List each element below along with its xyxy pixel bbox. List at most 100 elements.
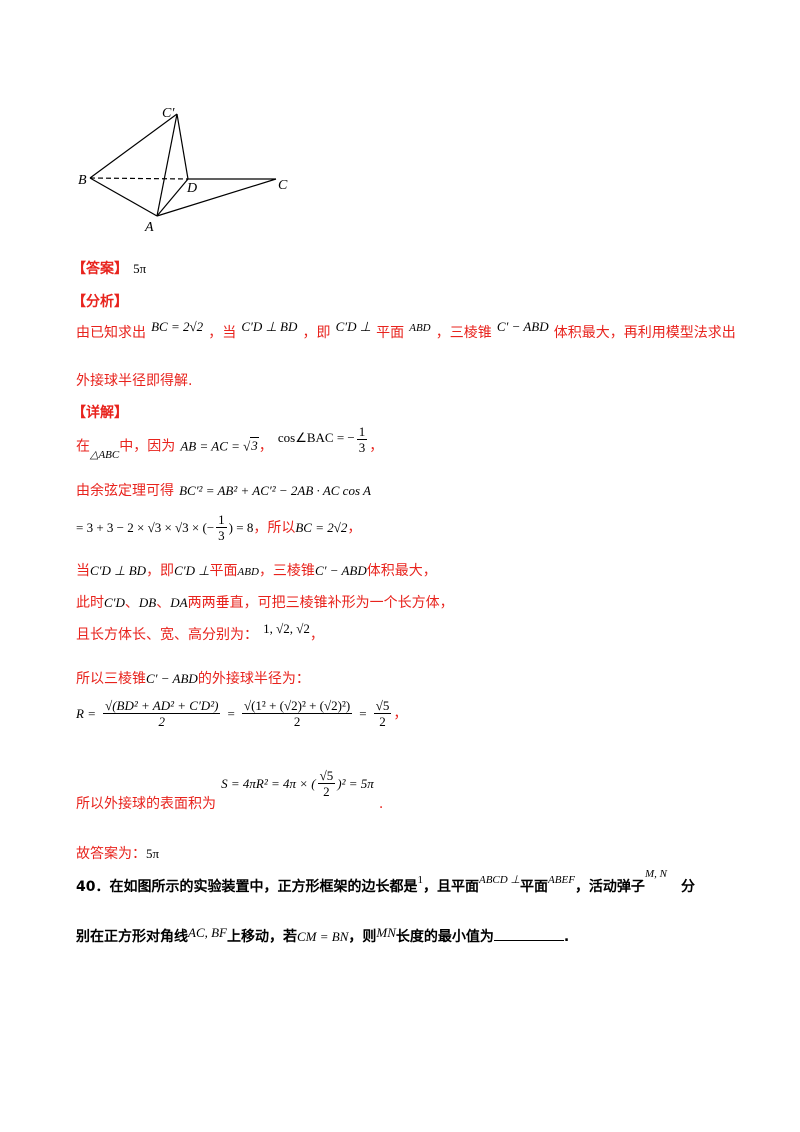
text: 别在正方形对角线	[76, 929, 188, 945]
text: 由已知求出	[76, 325, 146, 341]
text: ，且平面	[422, 879, 479, 895]
formula: R =	[76, 706, 96, 721]
text: 平面	[209, 563, 238, 579]
text: 所以外接球的表面积为	[76, 796, 216, 812]
label-A: A	[144, 220, 154, 235]
formula: =	[359, 706, 367, 721]
formula: ABD	[237, 566, 259, 578]
text: 上移动，若	[227, 929, 297, 945]
formula: cos∠BAC = −1 3	[277, 424, 368, 455]
analysis-tag: 【分析】	[72, 294, 128, 310]
text: 在	[76, 438, 90, 455]
text: 此时	[76, 595, 104, 611]
fraction: √5 2	[317, 768, 336, 799]
question-line-2: 别在正方形对角线AC, BF上移动，若CM = BN，则MN长度的最小值为.	[76, 925, 570, 946]
edge-B-A	[89, 177, 158, 217]
edge-B-Cp	[89, 113, 178, 179]
edge-A-C	[156, 178, 277, 217]
formula: DB	[138, 595, 157, 610]
analysis-line-1: 由已知求出 BC = 2√2 ，当 C′D ⊥ BD ，即 C′D ⊥ 平面 A…	[76, 319, 736, 342]
formula: C′D	[104, 595, 125, 610]
text: ，则	[348, 929, 377, 945]
detail-line-9: 所以外接球的表面积为 S = 4πR² = 4π × (√5 2)² = 5π .	[76, 768, 383, 812]
text: .	[378, 796, 384, 812]
formula: C′D ⊥	[335, 319, 372, 334]
text: ，即	[302, 325, 331, 341]
detail-line-10: 故答案为：5π	[76, 843, 159, 863]
detail-line-3: = 3 + 3 − 2 × √3 × √3 × (− 1 3) = 8，所以BC =…	[76, 512, 361, 543]
text: ，三棱锥	[435, 325, 492, 341]
formula: AB = AC = √3	[180, 437, 259, 454]
answer-line: 【答案】 5π	[72, 258, 146, 278]
text: ，三棱锥	[258, 563, 315, 579]
formula: =	[227, 706, 235, 721]
text: 两两垂直，可把三棱锥补形为一个长方体，	[187, 595, 454, 611]
text: 的外接球半径为：	[197, 671, 310, 687]
formula: ABD	[409, 322, 431, 334]
formula: C′D ⊥	[174, 563, 210, 578]
text: ，当	[208, 325, 237, 341]
text: 在如图所示的实验装置中，正方形框架的边长都是	[109, 879, 418, 895]
text: 体积最大，再利用模型法求出	[553, 325, 736, 341]
formula: CM = BN	[297, 929, 349, 944]
formula: C′D ⊥ BD	[90, 563, 147, 578]
detail-line-2: 由余弦定理可得 BC′² = AB² + AC′² − 2AB · AC cos…	[76, 480, 371, 500]
detail-line-7: 所以三棱锥C′ − ABD的外接球半径为：	[76, 668, 310, 688]
answer-value: 5π	[133, 261, 147, 276]
formula: 1	[417, 874, 423, 886]
text: 中，因为	[119, 438, 176, 455]
detail-line-1: 在△ABC中，因为 AB = AC = √3， cos∠BAC = −1 3，	[76, 424, 384, 463]
formula: 5π	[146, 846, 160, 861]
text: ，即	[146, 563, 175, 579]
edge-Cp-A	[156, 113, 178, 217]
edge-Cp-D	[176, 113, 189, 180]
text: ，	[369, 438, 384, 455]
geometry-figure: C′ B D C A	[78, 106, 288, 235]
text: 分	[680, 879, 695, 895]
detail-line-8: R = √(BD² + AD² + C′D²) 2 = √(1² + (√2)² …	[76, 698, 407, 729]
detail-line-4: 当C′D ⊥ BD，即C′D ⊥平面ABD，三棱锥C′ − ABD体积最大，	[76, 560, 437, 580]
text: ，	[393, 706, 408, 722]
text: 当	[76, 563, 90, 579]
text: ，	[347, 520, 362, 536]
analysis-line-2: 外接球半径即得解.	[76, 373, 193, 389]
formula: S = 4πR² = 4π × (	[221, 776, 316, 791]
formula: = 3 + 3 − 2 × √3 × √3 × (−	[76, 520, 215, 535]
question-number: 40．	[76, 879, 110, 895]
formula: C′ − ABD	[146, 671, 198, 686]
detail-line-5: 此时C′D、DB、DA两两垂直，可把三棱锥补形为一个长方体，	[76, 592, 454, 612]
text: 平面	[520, 879, 549, 895]
text: ，所以	[253, 520, 296, 536]
text: ，	[309, 627, 324, 643]
text: .	[563, 929, 570, 945]
label-Cp: C′	[162, 106, 175, 121]
text: 平面	[376, 325, 405, 341]
formula: △ABC	[90, 449, 120, 462]
text: 长度的最小值为	[395, 929, 494, 945]
formula: ABCD ⊥	[478, 874, 521, 886]
formula: C′ − ABD	[496, 319, 549, 334]
text: ，	[258, 438, 273, 455]
label-B: B	[78, 173, 87, 188]
text: 且长方体长、宽、高分别为：	[76, 627, 258, 643]
text: 故答案为：	[76, 846, 146, 862]
formula: AC, BF	[188, 925, 227, 940]
fraction: √(1² + (√2)² + (√2)²) 2	[241, 698, 353, 729]
edge-A-D	[156, 178, 189, 217]
text: 由余弦定理可得	[76, 483, 174, 499]
fraction: √5 2	[373, 698, 392, 729]
detail-tag: 【详解】	[72, 405, 128, 421]
detail-line-6: 且长方体长、宽、高分别为： 1, √2, √2，	[76, 621, 324, 644]
formula: DA	[170, 595, 188, 610]
formula: M, N	[644, 868, 667, 880]
answer-blank[interactable]	[493, 926, 564, 941]
fraction: √(BD² + AD² + C′D²) 2	[103, 698, 221, 729]
label-D: D	[186, 181, 197, 196]
question-line-1: 40．在如图所示的实验装置中，正方形框架的边长都是1，且平面ABCD ⊥平面AB…	[76, 868, 695, 896]
formula: ABEF	[548, 874, 575, 886]
formula: BC = 2√2	[295, 520, 348, 535]
formula: BC = 2√2	[151, 319, 204, 334]
formula: ) = 8	[228, 520, 254, 535]
label-C: C	[278, 178, 288, 193]
